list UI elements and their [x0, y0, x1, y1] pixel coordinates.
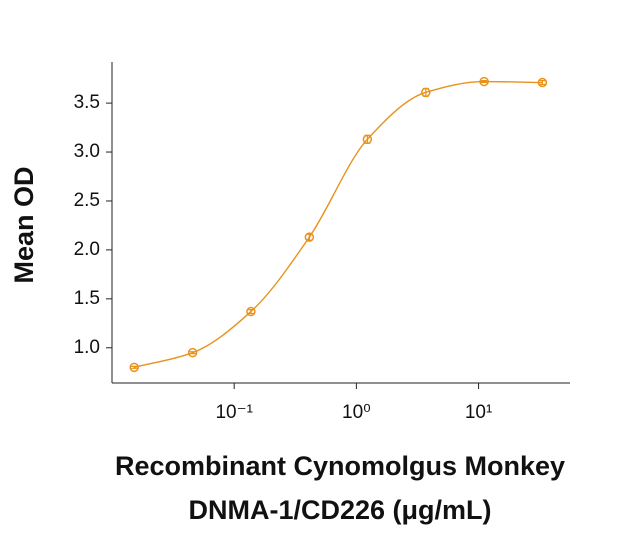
- x-tick-label: 10⁰: [342, 402, 371, 423]
- point: [537, 77, 548, 88]
- y-axis-label: Mean OD: [9, 166, 39, 283]
- point: [246, 306, 256, 317]
- y-tick-label: 1.0: [74, 337, 100, 358]
- point: [362, 134, 373, 145]
- point: [479, 76, 489, 87]
- x-tick-label: 10¹: [465, 402, 492, 423]
- point: [129, 362, 139, 373]
- error-bar: [539, 79, 546, 86]
- y-tick-label: 3.0: [74, 141, 100, 162]
- error-bar: [131, 365, 138, 369]
- error-bar: [481, 79, 488, 84]
- y-tick-label: 2.5: [74, 190, 100, 211]
- y-tick-label: 1.5: [74, 288, 100, 309]
- fit-curve: [134, 80, 543, 369]
- x-axis-label: DNMA-1/CD226 (μg/mL): [188, 495, 491, 525]
- error-bar: [189, 351, 196, 355]
- x-tick-label: 10⁻¹: [215, 402, 253, 423]
- point: [304, 232, 315, 242]
- x-axis-label: Recombinant Cynomolgus Monkey: [115, 451, 565, 481]
- point: [187, 347, 198, 358]
- error-bar: [247, 309, 254, 315]
- y-tick-label: 2.0: [74, 239, 100, 260]
- point: [421, 87, 431, 98]
- y-tick-label: 3.5: [74, 92, 100, 113]
